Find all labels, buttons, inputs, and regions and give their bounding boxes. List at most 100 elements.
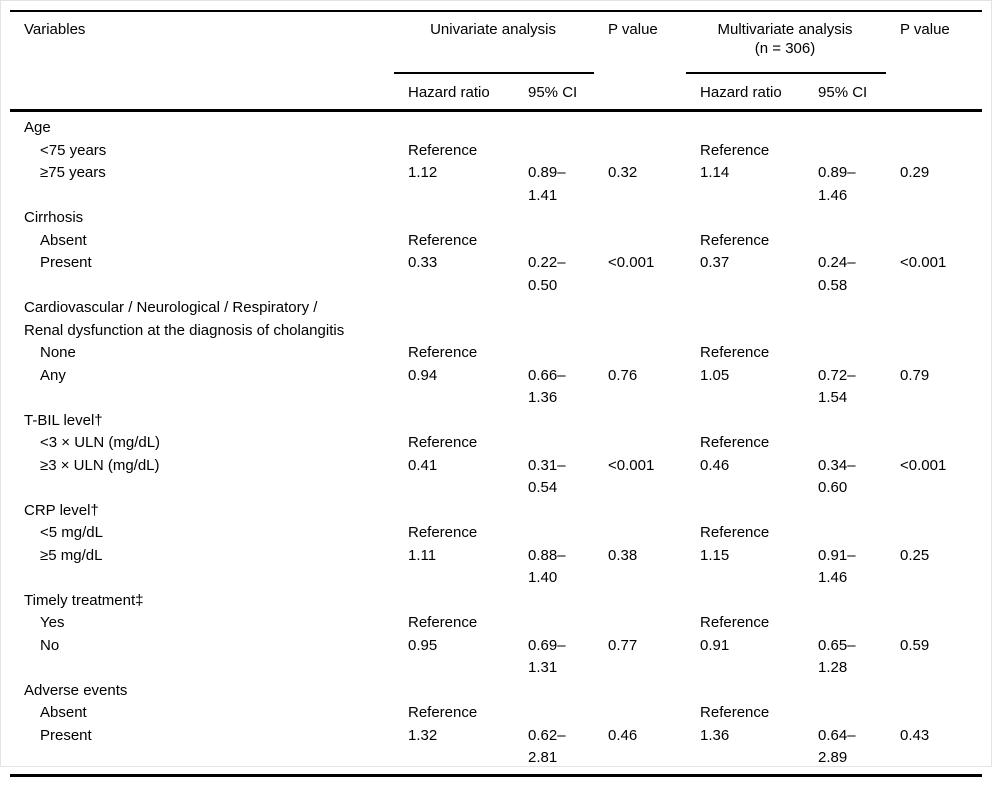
section-label: Cirrhosis <box>24 209 84 226</box>
variable-cell: Absent <box>40 231 87 249</box>
value-cell <box>886 612 982 635</box>
value-cell <box>514 612 594 635</box>
value-cell <box>804 230 886 253</box>
table-row: No 0.95 0.69– 1.31 0.77 0.91 0.65– 1.28 0.59 <box>10 635 982 680</box>
analysis-table: Variables Univariate analysis P value Mu… <box>10 10 983 777</box>
table-row: ≥3 × ULN (mg/dL) 0.41 0.31– 0.54 <0.001 0.46… <box>10 455 982 500</box>
section-label: Timely treatment‡ <box>24 591 144 609</box>
header-group-row: Variables Univariate analysis P value Mu… <box>10 11 983 112</box>
variable-cell: ≥5 mg/dL <box>40 546 103 564</box>
value-cell: 0.38 <box>608 546 638 564</box>
table-row: <5 mg/dL Reference Reference <box>10 522 982 545</box>
value-cell: 0.91– 1.46 <box>818 546 856 587</box>
value-cell: 0.95 <box>408 636 438 654</box>
value-cell: Reference <box>408 231 478 249</box>
variable-cell: <5 mg/dL <box>40 524 103 541</box>
value-cell <box>886 230 982 253</box>
section-label: Adverse events <box>24 681 128 699</box>
value-cell: 0.65– 1.28 <box>818 636 856 677</box>
value-cell: 0.66– 1.36 <box>528 366 566 407</box>
header-hazard-ratio-multivariate: Hazard ratio <box>686 73 805 112</box>
variable-cell: ≥75 years <box>40 164 106 181</box>
value-cell: 0.29 <box>900 164 930 181</box>
value-cell: 0.62– 2.81 <box>528 726 566 767</box>
value-cell <box>886 702 982 725</box>
variable-cell: Present <box>40 254 92 271</box>
header-ci-univariate: 95% CI <box>514 73 595 112</box>
section-row: Age <box>10 111 982 140</box>
value-cell: 0.89– 1.46 <box>818 164 856 204</box>
value-cell <box>514 342 594 365</box>
value-cell <box>804 702 886 725</box>
variable-cell: No <box>40 636 60 654</box>
value-cell: <0.001 <box>608 254 655 271</box>
variable-cell: Yes <box>40 614 65 631</box>
header-hazard-ratio-univariate: Hazard ratio <box>394 73 514 112</box>
value-cell: Reference <box>408 524 478 541</box>
table-row: Yes Reference Reference <box>10 612 982 635</box>
value-cell: 1.36 <box>700 726 730 744</box>
section-row: CRP level† <box>10 500 982 523</box>
value-cell <box>594 432 686 455</box>
table-row: <75 years Reference Reference <box>10 140 982 163</box>
value-cell <box>594 230 686 253</box>
value-cell: 0.32 <box>608 164 638 181</box>
value-cell: Reference <box>700 614 770 631</box>
value-cell <box>514 432 594 455</box>
section-label: CRP level† <box>24 501 99 519</box>
value-cell <box>804 522 886 545</box>
table-row: <3 × ULN (mg/dL) Reference Reference <box>10 432 982 455</box>
value-cell: 1.12 <box>408 164 438 181</box>
value-cell: 1.32 <box>408 726 438 744</box>
value-cell <box>594 342 686 365</box>
value-cell: 0.79 <box>900 366 930 384</box>
value-cell: 0.46 <box>608 726 638 744</box>
section-label: Age <box>24 119 51 136</box>
value-cell <box>804 612 886 635</box>
value-cell <box>804 342 886 365</box>
section-label: Cardiovascular / Neurological / Respirat… <box>24 299 345 339</box>
section-row: T-BIL level† <box>10 410 982 433</box>
value-cell: Reference <box>408 434 478 451</box>
header-ci-multivariate: 95% CI <box>804 73 887 112</box>
value-cell <box>514 140 594 163</box>
value-cell <box>886 140 982 163</box>
section-row: Cirrhosis <box>10 207 982 230</box>
value-cell: Reference <box>408 141 478 159</box>
section-row: Adverse events <box>10 680 982 703</box>
table-row: Present 1.32 0.62– 2.81 0.46 1.36 0.64– 2.89 0… <box>10 725 982 776</box>
value-cell: Reference <box>700 141 770 159</box>
value-cell: 0.24– 0.58 <box>818 254 856 294</box>
value-cell: 0.94 <box>408 366 438 384</box>
value-cell: 0.69– 1.31 <box>528 636 566 677</box>
value-cell: Reference <box>700 704 770 721</box>
header-p-value-multivariate: P value <box>886 11 983 112</box>
value-cell: 1.11 <box>408 546 437 564</box>
header-variables: Variables <box>10 11 394 112</box>
value-cell: 0.33 <box>408 254 438 271</box>
value-cell: 1.05 <box>700 366 730 384</box>
value-cell: 0.43 <box>900 726 930 744</box>
section-row: Cardiovascular / Neurological / Respirat… <box>10 297 982 342</box>
value-cell <box>594 612 686 635</box>
variable-cell: Any <box>40 366 66 384</box>
value-cell: 0.77 <box>608 636 638 654</box>
value-cell <box>804 432 886 455</box>
table-body: Age <75 years Reference Reference ≥75 years 1… <box>10 111 982 776</box>
value-cell: 1.15 <box>700 546 730 564</box>
value-cell: Reference <box>408 704 478 721</box>
variable-cell: Present <box>40 726 92 744</box>
table-row: ≥5 mg/dL 1.11 0.88– 1.40 0.38 1.15 0.91– 1.46… <box>10 545 982 590</box>
value-cell: 0.72– 1.54 <box>818 366 856 407</box>
value-cell <box>594 522 686 545</box>
variable-cell: <3 × ULN (mg/dL) <box>40 434 161 451</box>
value-cell: 1.14 <box>700 164 730 181</box>
value-cell: 0.41 <box>408 456 438 474</box>
value-cell: <0.001 <box>900 456 947 474</box>
value-cell <box>886 522 982 545</box>
value-cell: Reference <box>700 231 770 249</box>
value-cell: Reference <box>700 434 770 451</box>
value-cell: Reference <box>408 344 478 361</box>
